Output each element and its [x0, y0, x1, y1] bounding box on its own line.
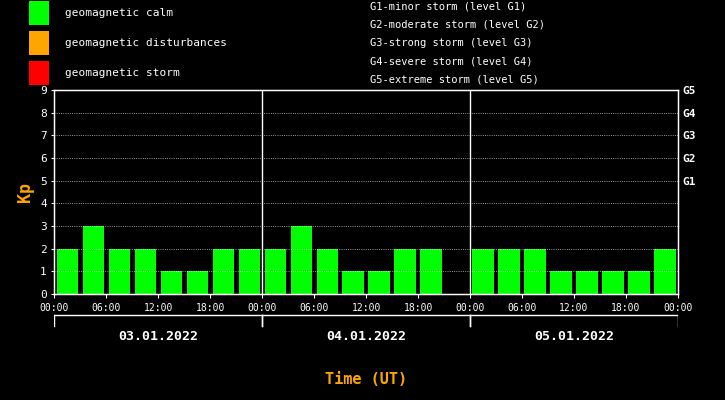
Bar	[161, 271, 182, 294]
Text: geomagnetic disturbances: geomagnetic disturbances	[65, 38, 227, 48]
Bar	[29, 61, 49, 85]
Bar	[498, 249, 520, 294]
Bar	[473, 249, 494, 294]
Bar	[29, 31, 49, 55]
Bar	[420, 249, 442, 294]
Bar	[239, 249, 260, 294]
Bar	[342, 271, 364, 294]
Bar	[394, 249, 415, 294]
Text: G1-minor storm (level G1): G1-minor storm (level G1)	[370, 2, 526, 12]
Bar	[576, 271, 597, 294]
Text: G5-extreme storm (level G5): G5-extreme storm (level G5)	[370, 74, 539, 84]
Bar	[29, 1, 49, 25]
Bar	[629, 271, 650, 294]
Bar	[550, 271, 571, 294]
Text: 03.01.2022: 03.01.2022	[118, 330, 199, 342]
Bar	[291, 226, 312, 294]
Bar	[83, 226, 104, 294]
Text: Time (UT): Time (UT)	[325, 372, 407, 388]
Bar	[368, 271, 390, 294]
Text: G2-moderate storm (level G2): G2-moderate storm (level G2)	[370, 20, 544, 30]
Text: geomagnetic storm: geomagnetic storm	[65, 68, 180, 78]
Bar	[212, 249, 234, 294]
Y-axis label: Kp: Kp	[17, 182, 34, 202]
Text: G3-strong storm (level G3): G3-strong storm (level G3)	[370, 38, 532, 48]
Bar	[109, 249, 130, 294]
Bar	[524, 249, 546, 294]
Bar	[654, 249, 676, 294]
Text: geomagnetic calm: geomagnetic calm	[65, 8, 173, 18]
Bar	[602, 271, 624, 294]
Text: G4-severe storm (level G4): G4-severe storm (level G4)	[370, 56, 532, 66]
Bar	[57, 249, 78, 294]
Text: 04.01.2022: 04.01.2022	[326, 330, 406, 342]
Text: 05.01.2022: 05.01.2022	[534, 330, 614, 342]
Bar	[265, 249, 286, 294]
Bar	[317, 249, 338, 294]
Bar	[135, 249, 156, 294]
Bar	[186, 271, 208, 294]
